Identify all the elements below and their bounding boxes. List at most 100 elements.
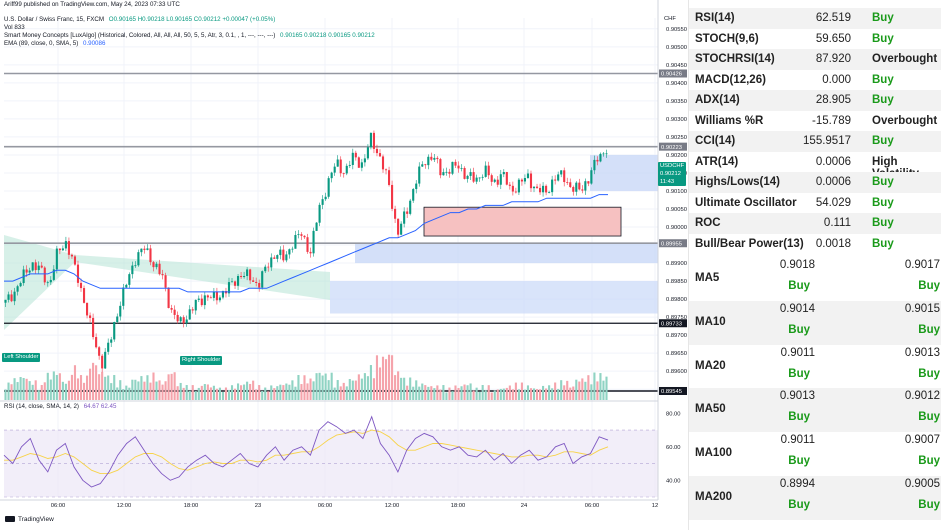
indicator-row: Ultimate Oscillator 54.029 Buy (689, 193, 941, 214)
volume-bar (264, 387, 267, 400)
volume-bar (457, 387, 460, 400)
candle-body (155, 263, 158, 268)
ma-simple-value: 0.9014 (779, 302, 815, 315)
candle-body (505, 172, 508, 185)
smc-legend[interactable]: Smart Money Concepts [LuxAlgo] (Historic… (4, 32, 378, 40)
candle-body (95, 337, 98, 348)
volume-bar (581, 378, 584, 400)
candle-body (566, 182, 569, 183)
candle-body (37, 265, 40, 271)
candle-body (460, 167, 463, 169)
volume-bar (587, 375, 590, 400)
candle-body (387, 170, 391, 185)
volume-legend[interactable]: Vol 833 (4, 24, 25, 31)
candle-body (532, 186, 536, 189)
publisher-line: Ariff99 published on TradingView.com, Ma… (4, 1, 180, 8)
indicator-name: STOCH(9,6) (695, 32, 759, 45)
indicator-signal: Buy (872, 94, 894, 106)
volume-bar (203, 384, 206, 400)
volume-bar (469, 383, 472, 400)
ema-legend[interactable]: EMA (89, close, 0, SMA, 5) 0.90086 (4, 40, 108, 48)
volume-bar (179, 382, 182, 400)
volume-bar (427, 386, 430, 400)
volume-bar (34, 380, 37, 400)
volume-bar (140, 376, 143, 400)
candle-body (394, 208, 397, 219)
candle-body (203, 295, 206, 306)
volume-bar (584, 381, 587, 400)
volume-bar (185, 385, 188, 400)
candle-body (240, 276, 243, 278)
rsi-legend-label: RSI (14, close, SMA, 14, 2) (4, 403, 79, 410)
volume-bar (436, 385, 439, 400)
candle-body (499, 174, 502, 185)
candle-body (315, 222, 318, 231)
candle-body (185, 319, 188, 324)
volume-bar (605, 376, 608, 400)
x-tick-label: 06:00 (51, 503, 66, 509)
candle-body (309, 251, 312, 254)
candle-body (110, 339, 113, 343)
volume-bar (481, 385, 484, 400)
candle-body (321, 199, 324, 205)
volume-bar (502, 388, 505, 400)
volume-bar (104, 376, 107, 400)
volume-bar (551, 388, 554, 400)
symbol-title[interactable]: U.S. Dollar / Swiss Franc, 15, FXCM (4, 16, 105, 23)
y-tick-label: 0.89850 (666, 279, 687, 285)
volume-bar (276, 386, 279, 400)
candle-body (397, 218, 400, 235)
candle-body (418, 166, 421, 184)
y-tick-label: 0.90300 (666, 117, 687, 123)
volume-bar (261, 390, 264, 400)
volume-bar (532, 388, 536, 400)
ma-exponential-value: 0.9017 (904, 259, 940, 271)
rsi-legend[interactable]: RSI (14, close, SMA, 14, 2) 64.67 62.45 (4, 403, 119, 411)
volume-bar (176, 386, 179, 400)
candle-body (369, 132, 372, 148)
candle-body (357, 157, 360, 168)
price-chart[interactable]: 0.90550 0.90500 0.90450 0.90400 0.90350 0.903… (0, 0, 688, 530)
candle-body (200, 298, 203, 306)
candle-body (481, 176, 484, 178)
volume-bar (279, 384, 282, 400)
ma-exponential-value: 0.9013 (904, 346, 940, 359)
volume-bar (496, 389, 499, 400)
candle-body (258, 283, 261, 288)
volume-bar (206, 384, 209, 400)
ma-exponential-signal: Buy (918, 455, 940, 468)
tradingview-logo[interactable]: TradingView (5, 516, 54, 523)
candle-body (122, 287, 125, 306)
candle-body (79, 282, 83, 289)
volume-bar (448, 387, 451, 400)
candle-body (294, 235, 297, 249)
volume-bar (478, 391, 481, 400)
volume-bar (357, 374, 360, 400)
tradingview-icon (5, 516, 15, 523)
chart-canvas[interactable]: 0.90550 0.90500 0.90450 0.90400 0.90350 0.903… (0, 0, 688, 530)
symbol-line: U.S. Dollar / Swiss Franc, 15, FXCM O0.9… (4, 16, 278, 24)
y-tick-label: 0.89600 (666, 369, 687, 375)
smc-legend-label: Smart Money Concepts [LuxAlgo] (Historic… (4, 32, 276, 39)
candle-body (348, 164, 351, 166)
volume-bar (64, 383, 67, 400)
volume-bar (182, 387, 185, 400)
volume-bar (372, 378, 376, 400)
candle-body (10, 294, 13, 302)
candle-body (475, 177, 478, 182)
volume-bar (107, 375, 110, 400)
candle-body (339, 159, 342, 174)
candle-body (378, 153, 382, 157)
indicator-name: CCI(14) (695, 135, 736, 147)
y-tick-label: 0.89650 (666, 351, 687, 357)
candle-body (194, 299, 197, 311)
volume-bar (249, 383, 252, 400)
candle-body (517, 179, 520, 193)
candle-body (520, 179, 523, 182)
smc-zones (4, 154, 658, 330)
candle-body (463, 167, 466, 179)
volume-bar (125, 385, 128, 400)
indicator-signal: Overbought (872, 53, 938, 65)
volume-bar (466, 385, 469, 400)
